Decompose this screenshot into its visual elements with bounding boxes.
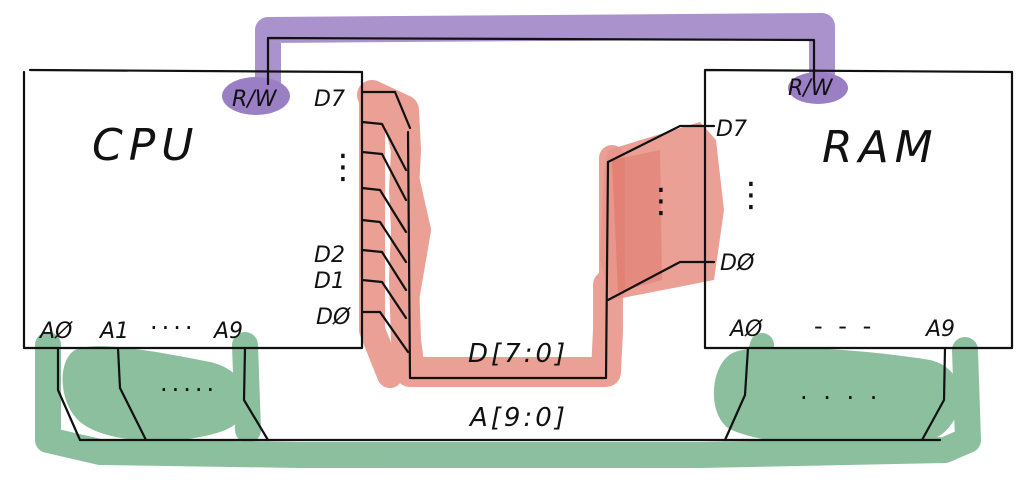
cpu-title: CPU [92, 120, 199, 171]
cpu-box [24, 70, 362, 348]
ram-bus-ellipsis: · · · · [800, 384, 881, 412]
cpu-a9-label: A9 [212, 319, 243, 344]
address-bus-label: A[9:0] [468, 403, 568, 433]
cpu-rw-label: R/W [232, 87, 278, 112]
cpu-d1-label: D1 [314, 269, 345, 294]
ram-d7-label: D7 [716, 117, 747, 142]
ram-d0-label: DØ [720, 251, 755, 276]
bus-data-ellipsis: ⋮ [644, 181, 678, 221]
cpu-bus-ellipsis: ····· [160, 376, 218, 404]
ram-addr-ellipsis: - - - [814, 312, 875, 340]
cpu-addr-ellipsis: ···· [150, 314, 197, 342]
cpu-a0-label: AØ [38, 319, 73, 344]
ram-a0-label: AØ [728, 317, 763, 342]
cpu-d2-label: D2 [314, 243, 345, 268]
cpu-a1-label: A1 [98, 319, 129, 344]
data-bus-label: D[7:0] [468, 339, 568, 369]
ram-a9-label: A9 [924, 317, 955, 342]
cpu-data-ellipsis: ⋮ [326, 147, 360, 187]
ram-rw-label: R/W [788, 76, 834, 101]
rw-bus-highlight [268, 26, 822, 85]
rw-line [268, 38, 814, 84]
cpu-d0-label: DØ [316, 305, 351, 330]
ram-data-ellipsis: ⋮ [734, 175, 768, 215]
ram-title: RAM [822, 122, 939, 173]
cpu-d7-label: D7 [314, 87, 345, 112]
